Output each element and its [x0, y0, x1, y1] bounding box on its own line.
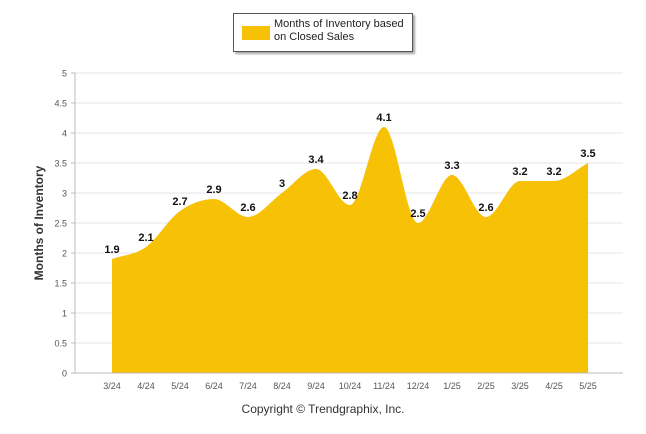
y-tick-label: 4	[62, 129, 67, 139]
x-tick-label: 5/25	[579, 381, 597, 391]
y-axis-title: Months of Inventory	[32, 165, 46, 280]
y-tick-label: 3.5	[54, 159, 67, 169]
data-label: 2.6	[478, 202, 493, 214]
x-tick-label: 5/24	[171, 381, 189, 391]
data-label: 3.3	[444, 160, 459, 172]
data-labels: 1.9 2.1 2.7 2.9 2.6 3 3.4 2.8 4.1 2.5 3.3 2.6 3.2 3.2…	[104, 112, 595, 256]
x-tick-label: 1/25	[443, 381, 461, 391]
y-tick-label: 0.5	[54, 339, 67, 349]
data-label: 3.2	[512, 166, 527, 178]
data-label: 2.7	[172, 196, 187, 208]
x-tick-labels: 3/24 4/24 5/24 6/24 7/24 8/24 9/24 10/24 11/24 12…	[103, 381, 597, 391]
x-tick-label: 12/24	[407, 381, 430, 391]
x-tick-label: 11/24	[373, 381, 395, 391]
x-tick-label: 6/24	[205, 381, 223, 391]
legend-label: Months of Inventory based on Closed Sale…	[274, 18, 404, 43]
data-label: 3.5	[580, 148, 595, 160]
copyright-text: Copyright © Trendgraphix, Inc.	[241, 402, 405, 416]
x-tick-label: 10/24	[339, 381, 362, 391]
x-tick-label: 9/24	[307, 381, 325, 391]
legend-swatch	[242, 26, 270, 40]
area-fill	[112, 127, 588, 373]
x-tick-label: 7/24	[239, 381, 257, 391]
x-tick-label: 8/24	[273, 381, 291, 391]
area-series	[111, 126, 589, 373]
data-label: 4.1	[376, 112, 391, 124]
y-tick-label: 1.5	[54, 279, 67, 289]
legend: Months of Inventory based on Closed Sale…	[233, 13, 413, 52]
data-label: 3.2	[546, 166, 561, 178]
y-tick-labels: 0 0.5 1 1.5 2 2.5 3 3.5 4 4.5 5	[54, 69, 67, 379]
x-tick-label: 4/24	[137, 381, 155, 391]
data-label: 2.8	[342, 190, 357, 202]
axes	[71, 72, 623, 374]
data-label: 2.6	[240, 202, 255, 214]
y-tick-label: 3	[62, 189, 67, 199]
x-tick-label: 3/25	[511, 381, 529, 391]
y-tick-label: 1	[62, 309, 67, 319]
data-label: 1.9	[104, 244, 119, 256]
x-tick-label: 2/25	[477, 381, 495, 391]
data-label: 2.5	[410, 208, 425, 220]
y-tick-label: 4.5	[54, 99, 67, 109]
y-tick-label: 0	[62, 369, 67, 379]
x-tick-label: 3/24	[103, 381, 121, 391]
x-tick-label: 4/25	[545, 381, 563, 391]
y-tick-label: 5	[62, 69, 67, 79]
y-tick-label: 2	[62, 249, 67, 259]
y-tick-label: 2.5	[54, 219, 67, 229]
data-label: 3	[279, 178, 285, 190]
data-label: 2.1	[138, 232, 153, 244]
data-label: 3.4	[308, 154, 324, 166]
data-label: 2.9	[206, 184, 221, 196]
